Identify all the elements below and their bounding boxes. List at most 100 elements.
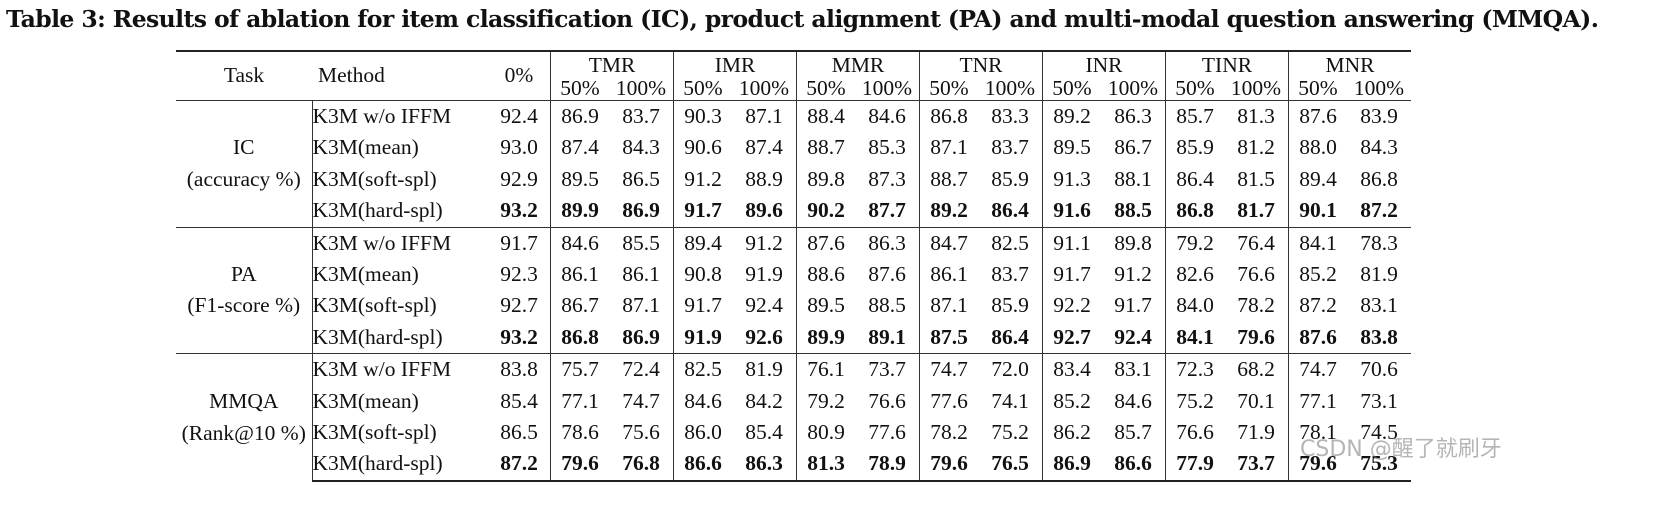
value-cell: 91.1 (1042, 226, 1101, 260)
value-cell: 87.5 (930, 324, 968, 349)
value-cell: 92.4 (1101, 321, 1166, 354)
value-cell: 75.2 (978, 417, 1043, 449)
value-cell: 72.3 (1165, 353, 1224, 386)
value-cell: 77.6 (855, 417, 920, 449)
value-cell: 85.3 (855, 132, 920, 164)
value-cell: 91.7 (1053, 262, 1091, 287)
value-cell: 91.2 (732, 226, 797, 260)
value-cell: 92.7 (1053, 324, 1091, 349)
table-row: K3M(soft-spl) 92.7 86.7 87.1 91.7 92.4 89.5 88.… (176, 290, 1411, 322)
header-sub-50: 50% (560, 76, 600, 100)
header-group: MMR (796, 50, 920, 78)
value-cell: 77.1 (1299, 388, 1337, 413)
header-group: TNR (919, 50, 1043, 78)
value-cell: 89.1 (855, 321, 920, 354)
value-cell: 75.2 (1176, 388, 1214, 413)
method-cell: K3M w/o IFFM (312, 100, 488, 133)
value-cell: 90.1 (1299, 198, 1337, 223)
header-group: MNR (1288, 50, 1411, 78)
value-cell: 78.2 (1224, 290, 1289, 322)
task-cell: IC (accuracy %) (176, 100, 313, 228)
value-cell: 86.1 (561, 262, 599, 287)
ablation-results-table: Task Method 0% TMR IMR MMR TNR INR TINR MNR 50% 100… (176, 50, 1411, 482)
value-cell: 83.1 (1360, 293, 1398, 318)
zero-percent-cell: 93.0 (488, 132, 551, 164)
value-cell: 76.4 (1224, 226, 1289, 260)
value-cell: 92.6 (732, 321, 797, 354)
value-cell: 74.5 (1360, 420, 1398, 445)
task-metric: (accuracy %) (186, 166, 301, 191)
value-cell: 90.6 (684, 135, 722, 160)
value-cell: 72.4 (609, 353, 674, 386)
value-cell: 87.1 (930, 135, 968, 160)
method-cell: K3M(soft-spl) (312, 293, 437, 318)
value-cell: 86.8 (1176, 198, 1214, 223)
value-cell: 88.1 (1101, 163, 1166, 196)
value-cell: 86.4 (978, 195, 1043, 228)
value-cell: 84.2 (732, 385, 797, 418)
value-cell: 86.6 (673, 448, 732, 482)
task-name: PA (230, 262, 257, 287)
value-cell: 76.6 (1176, 420, 1214, 445)
value-cell: 91.2 (1101, 259, 1166, 291)
header-sub-50: 50% (806, 76, 846, 100)
value-cell: 73.1 (1360, 388, 1398, 413)
value-cell: 91.7 (1101, 290, 1166, 322)
value-cell: 84.0 (1176, 293, 1214, 318)
value-cell: 89.5 (561, 166, 599, 191)
value-cell: 91.3 (1053, 166, 1091, 191)
value-cell: 83.7 (978, 259, 1043, 291)
zero-percent-cell: 93.2 (488, 321, 551, 354)
table-row: K3M(mean) 93.0 87.4 84.3 90.6 87.4 88.7 85.3 87.… (176, 132, 1411, 164)
value-cell: 78.9 (855, 448, 920, 482)
task-name: IC (233, 135, 255, 160)
value-cell: 87.4 (732, 132, 797, 164)
header-sub-100: 100% (1101, 77, 1166, 101)
value-cell: 86.5 (609, 163, 674, 196)
header-group: TMR (550, 50, 674, 78)
value-cell: 91.9 (732, 259, 797, 291)
value-cell: 87.2 (1360, 198, 1398, 223)
method-cell: K3M(hard-spl) (312, 198, 443, 223)
value-cell: 83.4 (1042, 353, 1101, 386)
value-cell: 90.8 (684, 262, 722, 287)
value-cell: 87.1 (732, 100, 797, 133)
value-cell: 85.5 (609, 226, 674, 260)
value-cell: 70.1 (1224, 385, 1289, 418)
header-sub-100: 100% (1224, 77, 1289, 101)
value-cell: 87.4 (561, 135, 599, 160)
value-cell: 83.1 (1101, 353, 1166, 386)
value-cell: 81.9 (1360, 262, 1398, 287)
header-zero-percent: 0% (488, 50, 551, 101)
value-cell: 89.9 (561, 198, 599, 223)
value-cell: 90.3 (673, 100, 732, 133)
value-cell: 74.1 (978, 385, 1043, 418)
value-cell: 73.7 (1224, 448, 1289, 482)
method-cell: K3M(mean) (312, 135, 419, 160)
value-cell: 87.6 (796, 226, 855, 260)
value-cell: 91.7 (684, 198, 722, 223)
value-cell: 86.8 (919, 100, 978, 133)
header-group: TINR (1165, 50, 1289, 78)
value-cell: 89.9 (807, 324, 845, 349)
value-cell: 89.4 (673, 226, 732, 260)
value-cell: 77.6 (930, 388, 968, 413)
value-cell: 81.3 (796, 448, 855, 482)
value-cell: 68.2 (1224, 353, 1289, 386)
value-cell: 81.3 (1224, 100, 1289, 133)
header-sub-100: 100% (978, 77, 1043, 101)
value-cell: 86.4 (1176, 166, 1214, 191)
value-cell: 91.2 (684, 166, 722, 191)
value-cell: 89.8 (1101, 226, 1166, 260)
value-cell: 86.3 (1101, 100, 1166, 133)
value-cell: 88.4 (796, 100, 855, 133)
value-cell: 74.7 (919, 353, 978, 386)
value-cell: 85.4 (732, 417, 797, 449)
method-cell: K3M w/o IFFM (312, 353, 488, 386)
value-cell: 76.8 (609, 448, 674, 482)
value-cell: 79.2 (1165, 226, 1224, 260)
value-cell: 86.7 (1101, 132, 1166, 164)
header-group: INR (1042, 50, 1166, 78)
value-cell: 86.3 (732, 448, 797, 482)
value-cell: 82.6 (1176, 262, 1214, 287)
